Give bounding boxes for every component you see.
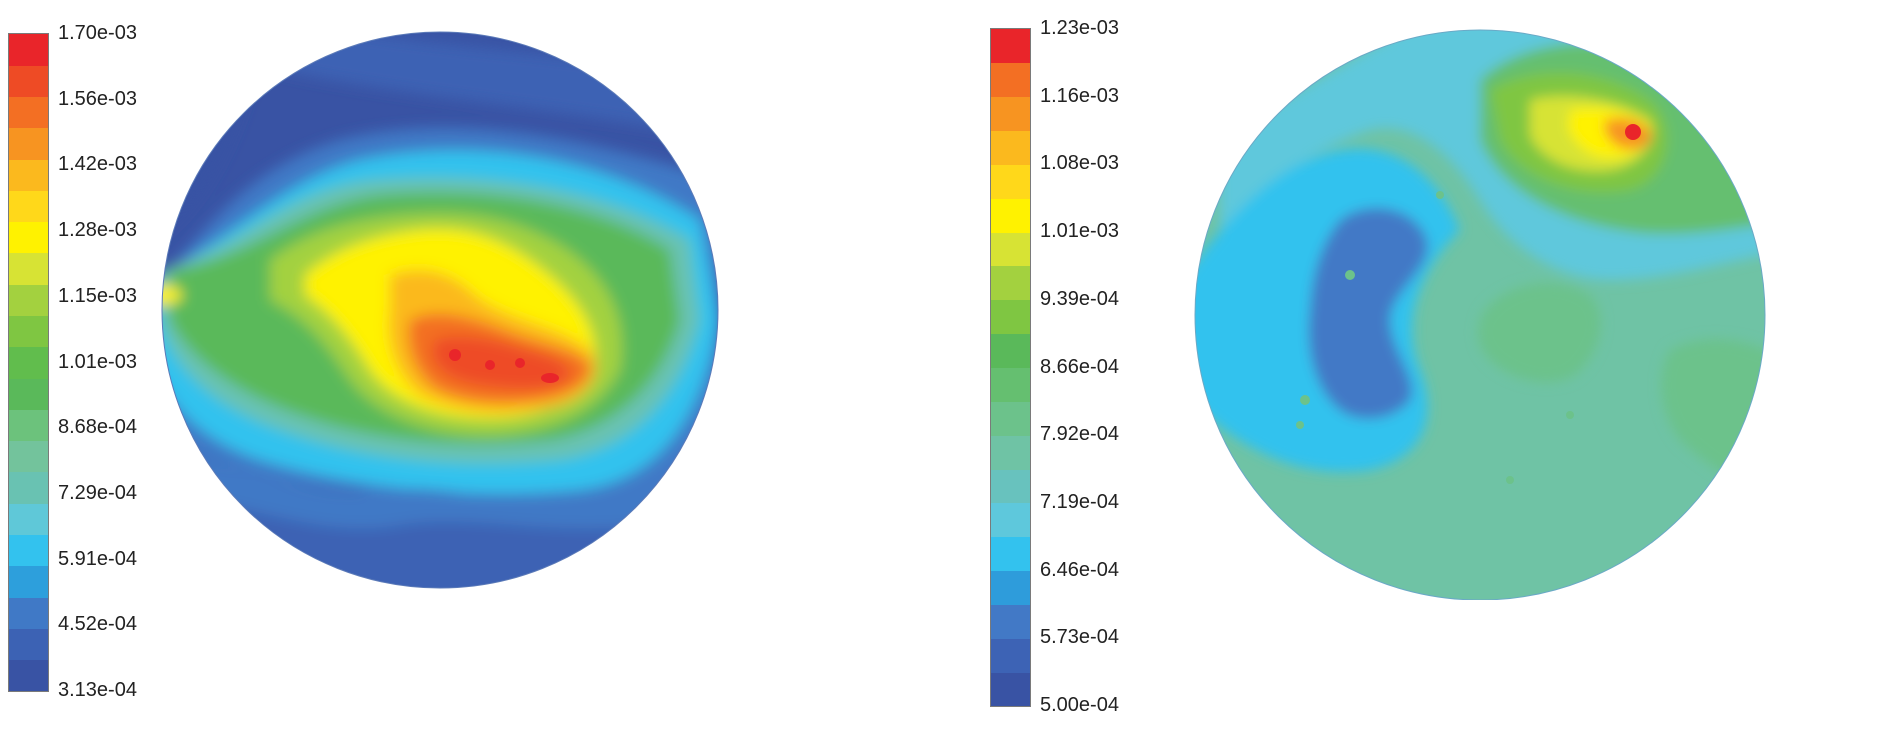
colorbar-right-tick-label: 7.19e-04	[1040, 490, 1119, 513]
contour-plot-right	[1194, 29, 1766, 600]
colorbar-right-segment	[991, 62, 1030, 98]
colorbar-right-segment	[991, 96, 1030, 132]
contour-plot-left	[161, 31, 719, 589]
colorbar-left-tick-label: 1.28e-03	[58, 219, 137, 242]
colorbar-right-tick-label: 1.08e-03	[1040, 152, 1119, 175]
colorbar-left-segment	[9, 346, 48, 379]
colorbar-right-segment	[991, 367, 1030, 402]
colorbar-right-segment	[991, 130, 1030, 165]
colorbar-right-tick-label: 1.16e-03	[1040, 84, 1119, 107]
colorbar-left-segment	[9, 190, 48, 223]
colorbar-left-tick-label: 1.70e-03	[58, 22, 137, 44]
contour-boundary-right	[1194, 29, 1766, 600]
colorbar-right-segment	[991, 435, 1030, 470]
colorbar-left-segment	[9, 284, 48, 317]
colorbar-left	[8, 33, 49, 692]
colorbar-right-tick-label: 1.23e-03	[1040, 17, 1119, 39]
colorbar-left-segment	[9, 159, 48, 191]
colorbar-right-segment	[991, 299, 1030, 335]
colorbar-right-segment	[991, 672, 1030, 707]
colorbar-right-tick-label: 5.00e-04	[1040, 694, 1119, 716]
contour-peak-right	[1625, 124, 1641, 140]
colorbar-right-segment	[991, 333, 1030, 368]
colorbar-left-tick-label: 1.15e-03	[58, 284, 137, 307]
colorbar-left-segment	[9, 378, 48, 410]
colorbar-left-tick-label: 1.42e-03	[58, 153, 137, 176]
colorbar-right-tick-label: 1.01e-03	[1040, 220, 1119, 243]
colorbar-left-tick-label: 4.52e-04	[58, 613, 137, 636]
colorbar-right-segment	[991, 164, 1030, 199]
colorbar-left-tick-label: 8.68e-04	[58, 416, 137, 439]
colorbar-left-segment	[9, 472, 48, 504]
colorbar-right-segment	[991, 232, 1030, 267]
colorbar-left-segment	[9, 34, 48, 66]
colorbar-left-segment	[9, 221, 48, 254]
colorbar-right-tick-label: 7.92e-04	[1040, 423, 1119, 446]
colorbar-left-tick-label: 5.91e-04	[58, 547, 137, 570]
colorbar-right-segment	[991, 536, 1030, 572]
colorbar-right-segment	[991, 265, 1030, 301]
colorbar-right-tick-label: 5.73e-04	[1040, 626, 1119, 649]
colorbar-left-tick-label: 1.01e-03	[58, 350, 137, 373]
colorbar-right-segment	[991, 570, 1030, 605]
colorbar-right-tick-label: 9.39e-04	[1040, 287, 1119, 310]
colorbar-left-segment	[9, 565, 48, 598]
colorbar-left-segment	[9, 65, 48, 98]
colorbar-left-tick-label: 1.56e-03	[58, 87, 137, 110]
colorbar-right-segment	[991, 604, 1030, 639]
colorbar-right-segment	[991, 638, 1030, 673]
contour-peak-left	[449, 349, 461, 361]
colorbar-left-segment	[9, 628, 48, 661]
colorbar-left-segment	[9, 96, 48, 129]
colorbar-left-segment	[9, 409, 48, 442]
colorbar-left-segment	[9, 597, 48, 629]
colorbar-left-segment	[9, 440, 48, 473]
colorbar-left-tick-label: 7.29e-04	[58, 481, 137, 504]
colorbar-left-segment	[9, 503, 48, 536]
contour-panel-right: 1.23e-03 1.16e-03 1.08e-03 1.01e-03 9.39e-04…	[980, 0, 1900, 729]
colorbar-right-segment	[991, 29, 1030, 64]
colorbar-left-segment	[9, 315, 48, 348]
colorbar-left-tick-label: 3.13e-04	[58, 679, 137, 701]
colorbar-left-segment	[9, 253, 48, 285]
contour-panel-left: 1.70e-03 1.56e-03 1.42e-03 1.28e-03 1.15e-03…	[0, 0, 850, 729]
colorbar-left-segment	[9, 127, 48, 160]
colorbar-right	[990, 28, 1031, 707]
colorbar-right-segment	[991, 502, 1030, 538]
colorbar-left-segment	[9, 534, 48, 567]
colorbar-left-segment	[9, 659, 48, 692]
colorbar-right-segment	[991, 401, 1030, 436]
contour-boundary-left	[161, 31, 719, 589]
colorbar-right-segment	[991, 198, 1030, 233]
colorbar-right-tick-label: 8.66e-04	[1040, 355, 1119, 378]
colorbar-right-tick-label: 6.46e-04	[1040, 558, 1119, 581]
colorbar-right-segment	[991, 469, 1030, 504]
